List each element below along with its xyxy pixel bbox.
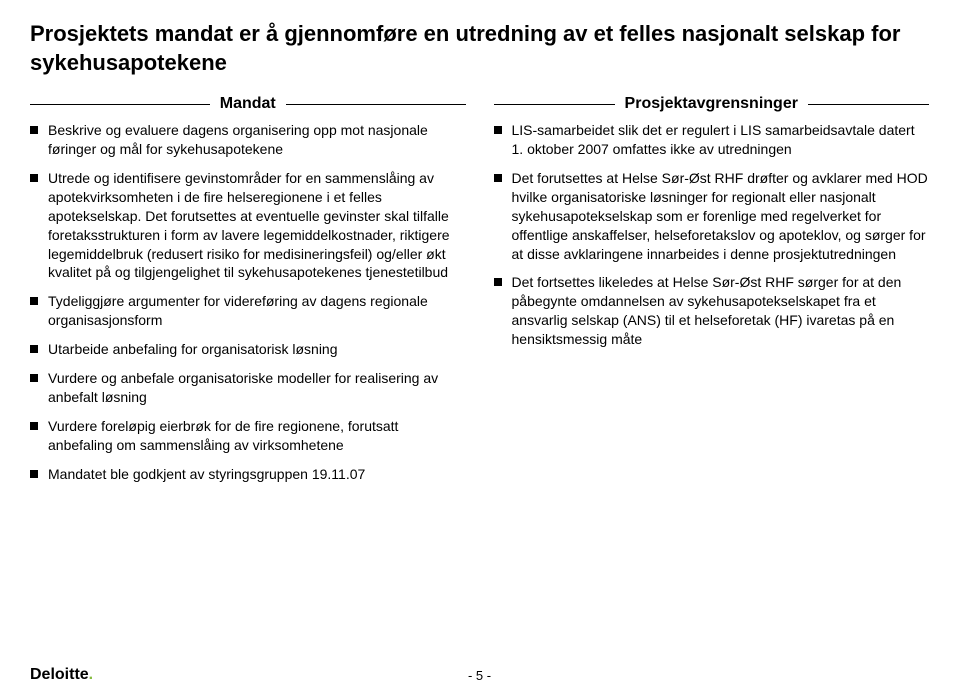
avgrensninger-box: Prosjektavgrensninger LIS-samarbeidet sl… [494, 95, 930, 349]
list-item: Beskrive og evaluere dagens organisering… [30, 121, 466, 159]
list-item: Vurdere og anbefale organisatoriske mode… [30, 369, 466, 407]
mandat-legend: Mandat [30, 95, 466, 113]
mandat-heading: Mandat [210, 95, 286, 113]
page-number: - 5 - [468, 668, 491, 683]
avgrensninger-legend: Prosjektavgrensninger [494, 95, 930, 113]
list-item: Mandatet ble godkjent av styringsgruppen… [30, 465, 466, 484]
rule-right [286, 104, 466, 105]
rule-left [494, 104, 615, 105]
list-item: LIS-samarbeidet slik det er regulert i L… [494, 121, 930, 159]
deloitte-logo: Deloitte. [30, 666, 93, 684]
right-column: Prosjektavgrensninger LIS-samarbeidet sl… [494, 95, 930, 493]
rule-left [30, 104, 210, 105]
avgrensninger-list: LIS-samarbeidet slik det er regulert i L… [494, 121, 930, 349]
mandat-box: Mandat Beskrive og evaluere dagens organ… [30, 95, 466, 483]
list-item: Det forutsettes at Helse Sør-Øst RHF drø… [494, 169, 930, 263]
logo-dot-icon: . [89, 666, 93, 683]
left-column: Mandat Beskrive og evaluere dagens organ… [30, 95, 466, 493]
list-item: Utrede og identifisere gevinstområder fo… [30, 169, 466, 282]
logo-text: Deloitte [30, 666, 89, 683]
footer: Deloitte. - 5 - [30, 666, 929, 684]
list-item: Tydeliggjøre argumenter for videreføring… [30, 292, 466, 330]
content-columns: Mandat Beskrive og evaluere dagens organ… [30, 95, 929, 493]
list-item: Vurdere foreløpig eierbrøk for de fire r… [30, 417, 466, 455]
rule-right [808, 104, 929, 105]
page-title: Prosjektets mandat er å gjennomføre en u… [30, 20, 929, 77]
mandat-list: Beskrive og evaluere dagens organisering… [30, 121, 466, 483]
list-item: Det fortsettes likeledes at Helse Sør-Øs… [494, 273, 930, 349]
avgrensninger-heading: Prosjektavgrensninger [615, 95, 808, 113]
list-item: Utarbeide anbefaling for organisatorisk … [30, 340, 466, 359]
